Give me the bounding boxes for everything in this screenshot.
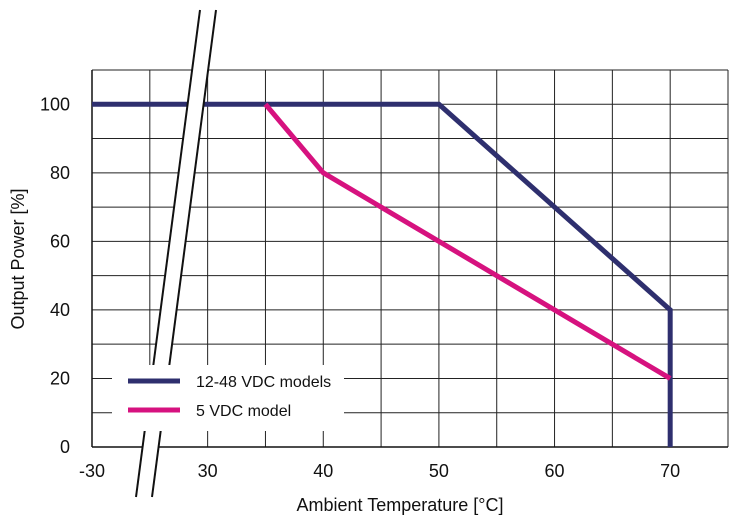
legend: 12-48 VDC models 5 VDC model bbox=[112, 365, 344, 431]
axes bbox=[91, 70, 728, 448]
x-tick-label: 60 bbox=[545, 461, 565, 481]
x-tick-label: 50 bbox=[429, 461, 449, 481]
x-tick-label: -30 bbox=[79, 461, 105, 481]
x-tick-label: 70 bbox=[660, 461, 680, 481]
y-tick-label: 40 bbox=[50, 300, 70, 320]
y-tick-label: 60 bbox=[50, 231, 70, 251]
y-tick-label: 0 bbox=[60, 437, 70, 457]
x-tick-label: 30 bbox=[198, 461, 218, 481]
y-tick-label: 80 bbox=[50, 163, 70, 183]
tick-labels: -30 30 40 50 60 70 0 20 40 60 80 100 bbox=[40, 94, 680, 481]
y-tick-label: 100 bbox=[40, 94, 70, 114]
y-axis-title: Output Power [%] bbox=[8, 188, 28, 329]
legend-box bbox=[112, 365, 344, 431]
series-layer bbox=[92, 101, 673, 447]
legend-label-5-vdc: 5 VDC model bbox=[196, 403, 291, 420]
legend-label-12-48-vdc: 12-48 VDC models bbox=[196, 374, 331, 391]
y-tick-label: 20 bbox=[50, 368, 70, 388]
series-line-1 bbox=[263, 102, 672, 381]
x-axis-title: Ambient Temperature [°C] bbox=[297, 495, 504, 515]
x-tick-label: 40 bbox=[313, 461, 333, 481]
